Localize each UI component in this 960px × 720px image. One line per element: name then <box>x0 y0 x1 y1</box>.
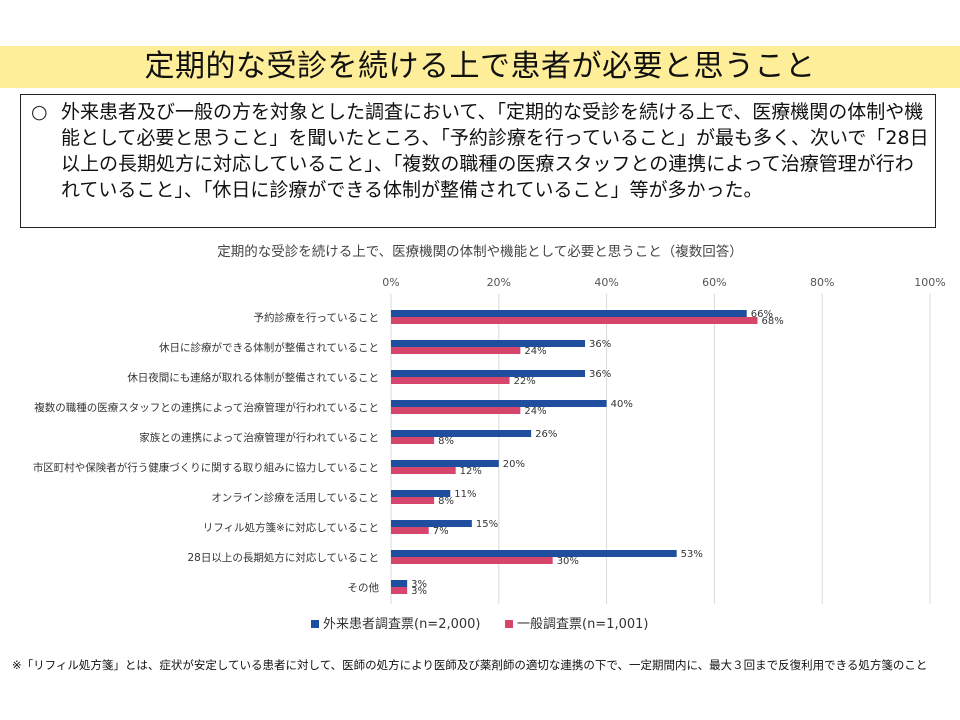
bar-series2 <box>391 527 429 534</box>
value-label-series1: 11% <box>454 489 476 500</box>
bar-series2 <box>391 587 408 594</box>
value-label-series1: 66% <box>751 309 773 320</box>
x-tick-label: 20% <box>487 276 511 289</box>
bar-series1 <box>391 370 586 377</box>
category-label: その他 <box>348 581 380 594</box>
x-tick-label: 60% <box>702 276 726 289</box>
bar-series2 <box>391 347 521 354</box>
value-label-series1: 36% <box>589 339 611 350</box>
bar-series2 <box>391 437 435 444</box>
legend-swatch-series2 <box>505 620 513 628</box>
page-title: 定期的な受診を続ける上で患者が必要と思うこと <box>144 49 816 84</box>
value-label-series2: 3% <box>411 586 427 597</box>
bar-series1 <box>391 460 499 467</box>
footnote: ※「リフィル処方箋」とは、症状が安定している患者に対して、医師の処方により医師及… <box>12 658 928 672</box>
category-label: 市区町村や保険者が行う健康づくりに関する取り組みに協力していること <box>33 461 379 474</box>
value-label-series1: 26% <box>535 429 557 440</box>
category-label: オンライン診療を活用していること <box>211 491 379 504</box>
bar-series1 <box>391 400 607 407</box>
x-tick-label: 100% <box>914 276 945 289</box>
value-label-series1: 36% <box>589 369 611 380</box>
value-label-series1: 3% <box>411 579 427 590</box>
bar-chart: 0% 20% 40% 60% 80% 100% 予約診療を行っていること 66%68% 休日に診… <box>33 276 946 632</box>
category-label: 家族との連携によって治療管理が行われていること <box>139 431 379 444</box>
bar-series2 <box>391 467 456 474</box>
value-label-series1: 15% <box>476 519 498 530</box>
category-label: 28日以上の長期処方に対応していること <box>187 551 379 564</box>
value-label-series2: 24% <box>524 406 546 417</box>
bar-series2 <box>391 497 435 504</box>
value-label-series2: 22% <box>514 376 536 387</box>
value-label-series2: 30% <box>557 556 579 567</box>
legend-swatch-series1 <box>311 620 319 628</box>
bar-series1 <box>391 550 677 557</box>
summary-text: 外来患者及び一般の方を対象とした調査において、「定期的な受診を続ける上で、医療機… <box>61 101 929 201</box>
value-label-series2: 68% <box>762 316 784 327</box>
x-tick-label: 0% <box>382 276 399 289</box>
bar-series2 <box>391 317 758 324</box>
value-label-series2: 24% <box>524 346 546 357</box>
category-label: 複数の職種の医療スタッフとの連携によって治療管理が行われていること <box>34 401 379 414</box>
value-label-series2: 12% <box>460 466 482 477</box>
summary-box: ○ 外来患者及び一般の方を対象とした調査において、「定期的な受診を続ける上で、医… <box>20 94 936 228</box>
x-tick-label: 80% <box>810 276 834 289</box>
legend-label-series2: 一般調査票(n=1,001) <box>517 616 649 632</box>
category-label: 休日夜間にも連絡が取れる体制が整備されていること <box>127 371 379 384</box>
summary-bullet: ○ <box>31 101 48 123</box>
bar-series1 <box>391 490 451 497</box>
value-label-series1: 40% <box>611 399 633 410</box>
bar-series2 <box>391 557 553 564</box>
value-label-series2: 8% <box>438 496 454 507</box>
bar-series1 <box>391 340 586 347</box>
value-label-series1: 53% <box>681 549 703 560</box>
title-band <box>0 46 960 88</box>
bar-series1 <box>391 520 472 527</box>
value-label-series1: 20% <box>503 459 525 470</box>
bar-series1 <box>391 310 747 317</box>
bar-series2 <box>391 407 521 414</box>
chart-title: 定期的な受診を続ける上で、医療機関の体制や機能として必要と思うこと（複数回答） <box>217 244 743 260</box>
value-label-series2: 8% <box>438 436 454 447</box>
value-label-series2: 7% <box>433 526 449 537</box>
bar-series1 <box>391 430 532 437</box>
category-label: 予約診療を行っていること <box>254 311 379 324</box>
x-tick-label: 40% <box>594 276 618 289</box>
category-label: 休日に診療ができる体制が整備されていること <box>159 341 379 354</box>
legend-label-series1: 外来患者調査票(n=2,000) <box>323 617 481 632</box>
category-label: リフィル処方箋※に対応していること <box>203 521 379 534</box>
bar-series1 <box>391 580 408 587</box>
bar-series2 <box>391 377 510 384</box>
